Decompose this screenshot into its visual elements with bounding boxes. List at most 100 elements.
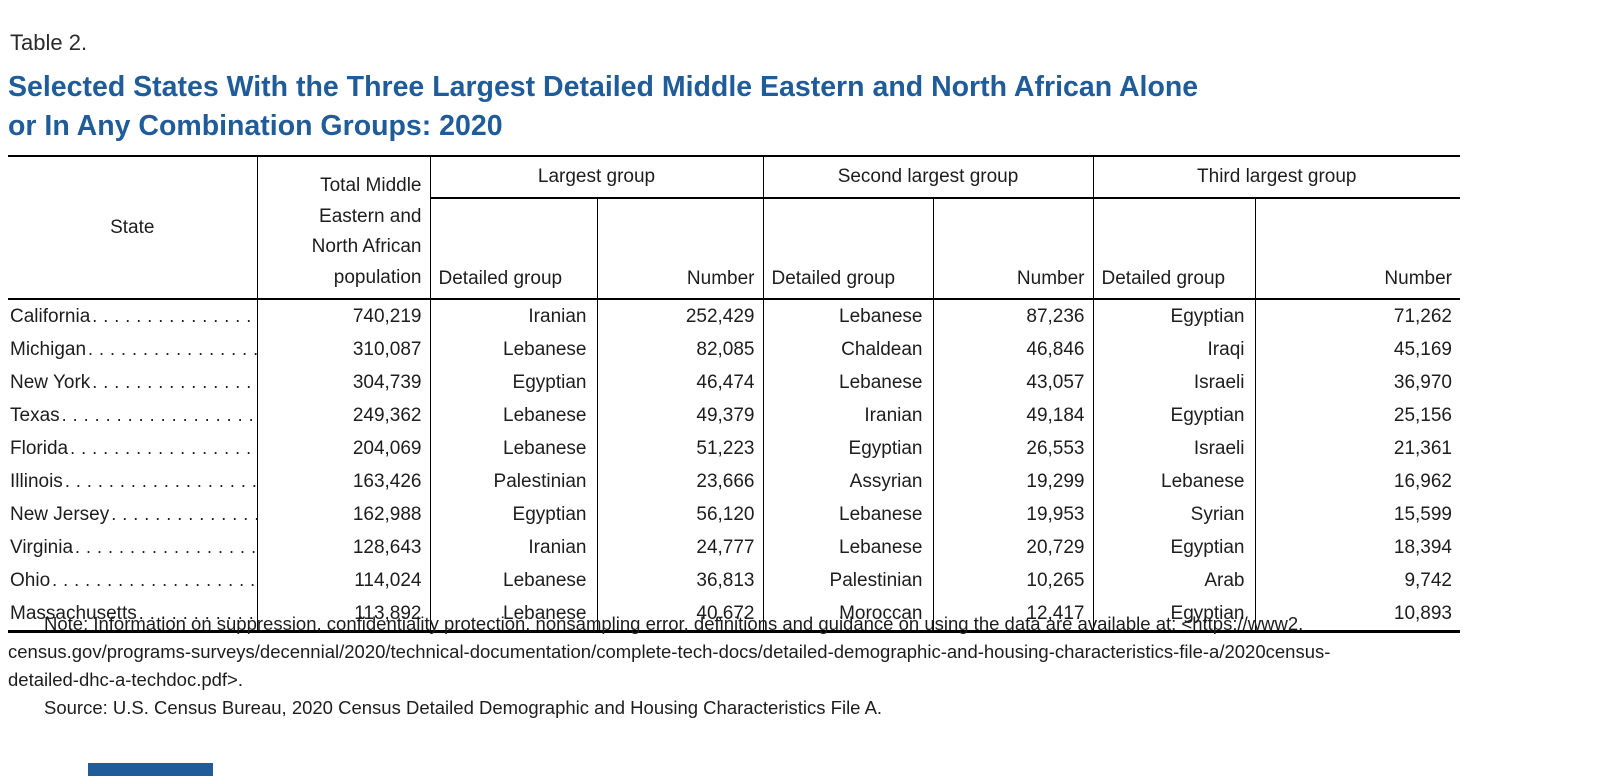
cell-third-number: 36,970 (1254, 366, 1460, 399)
cell-largest-number: 49,379 (596, 399, 763, 432)
cell-third-number: 16,962 (1254, 465, 1460, 498)
table-row: Illinois 163,426 Palestinian 23,666 Assy… (8, 465, 1460, 498)
cell-largest-number: 40,672 (596, 597, 763, 632)
page-title-line2: or In Any Combination Groups: 2020 (8, 110, 503, 142)
cell-second-number: 26,553 (932, 432, 1093, 465)
cell-third-number: 18,394 (1254, 531, 1460, 564)
cell-largest-detailed-group: Lebanese (429, 564, 597, 597)
cell-largest-detailed-group: Iranian (429, 531, 597, 564)
col-header-total-population: Total Middle Eastern and North African p… (256, 156, 430, 300)
cell-second-detailed-group: Egyptian (762, 432, 933, 465)
cell-second-detailed-group: Chaldean (762, 333, 933, 366)
dot-leader (92, 372, 256, 393)
state-name: California (10, 305, 91, 327)
table-row: Texas 249,362 Lebanese 49,379 Iranian 49… (8, 399, 1460, 432)
cell-second-number: 20,729 (932, 531, 1093, 564)
cell-second-number: 19,953 (932, 498, 1093, 531)
state-name: New York (10, 371, 91, 393)
col-header-second-number: Number (932, 198, 1093, 300)
cell-second-detailed-group: Lebanese (762, 498, 933, 531)
cell-third-number: 45,169 (1254, 333, 1460, 366)
dot-leader (75, 537, 256, 558)
cell-second-number: 10,265 (932, 564, 1093, 597)
cell-largest-detailed-group: Lebanese (429, 597, 597, 632)
cell-largest-number: 24,777 (596, 531, 763, 564)
page-title: Selected States With the Three Largest D… (8, 68, 1568, 146)
cell-second-detailed-group: Lebanese (762, 366, 933, 399)
cell-third-detailed-group: Egyptian (1092, 597, 1255, 632)
cell-third-number: 25,156 (1254, 399, 1460, 432)
col-header-state: State (8, 156, 257, 300)
cell-third-detailed-group: Egyptian (1092, 399, 1255, 432)
footer-bar-partial (88, 763, 213, 776)
cell-largest-detailed-group: Lebanese (429, 333, 597, 366)
cell-largest-detailed-group: Egyptian (429, 366, 597, 399)
header-sub-row: Detailed group Number Detailed group Num… (8, 198, 1460, 300)
cell-total-population: 740,219 (256, 299, 430, 333)
page-title-line1: Selected States With the Three Largest D… (8, 71, 1199, 103)
cell-largest-number: 82,085 (596, 333, 763, 366)
cell-largest-number: 23,666 (596, 465, 763, 498)
state-name: Ohio (10, 569, 51, 591)
cell-third-number: 9,742 (1254, 564, 1460, 597)
cell-second-detailed-group: Lebanese (762, 531, 933, 564)
cell-second-number: 43,057 (932, 366, 1093, 399)
cell-total-population: 113,892 (256, 597, 430, 632)
state-name: Texas (10, 404, 60, 426)
dot-leader (92, 306, 256, 327)
table-row: Virginia 128,643 Iranian 24,777 Lebanese… (8, 531, 1460, 564)
col-header-second-detailed: Detailed group (762, 198, 933, 300)
cell-total-population: 304,739 (256, 366, 430, 399)
table-row: Michigan 310,087 Lebanese 82,085 Chaldea… (8, 333, 1460, 366)
cell-second-detailed-group: Palestinian (762, 564, 933, 597)
dot-leader (70, 438, 256, 459)
cell-largest-detailed-group: Palestinian (429, 465, 597, 498)
cell-total-population: 163,426 (256, 465, 430, 498)
cell-total-population: 162,988 (256, 498, 430, 531)
col-header-largest-group: Largest group (429, 156, 763, 199)
table-row: Massachusetts 113,892 Lebanese 40,672 Mo… (8, 597, 1460, 632)
state-name: New Jersey (10, 503, 110, 525)
cell-third-detailed-group: Syrian (1092, 498, 1255, 531)
cell-third-number: 71,262 (1254, 299, 1460, 333)
cell-largest-detailed-group: Egyptian (429, 498, 597, 531)
col-header-largest-detailed: Detailed group (429, 198, 597, 300)
col-header-second-largest-group: Second largest group (762, 156, 1093, 199)
col-header-third-number: Number (1254, 198, 1460, 300)
cell-total-population: 310,087 (256, 333, 430, 366)
cell-largest-number: 36,813 (596, 564, 763, 597)
state-name: Virginia (10, 536, 74, 558)
dot-leader (62, 405, 257, 426)
table-row: New Jersey 162,988 Egyptian 56,120 Leban… (8, 498, 1460, 531)
cell-second-number: 87,236 (932, 299, 1093, 333)
cell-third-detailed-group: Egyptian (1092, 299, 1255, 333)
dot-leader (52, 570, 256, 591)
cell-largest-number: 51,223 (596, 432, 763, 465)
note-text-line: census.gov/programs-surveys/decennial/20… (8, 641, 1331, 662)
cell-second-detailed-group: Iranian (762, 399, 933, 432)
cell-total-population: 249,362 (256, 399, 430, 432)
cell-total-population: 204,069 (256, 432, 430, 465)
note-text-line: Note: Information on suppression, confid… (44, 613, 1304, 634)
dot-leader (111, 504, 256, 525)
note-text-line: detailed-dhc-a-techdoc.pdf>. (8, 669, 243, 690)
cell-third-number: 15,599 (1254, 498, 1460, 531)
dot-leader (88, 339, 256, 360)
cell-largest-detailed-group: Iranian (429, 299, 597, 333)
col-header-largest-number: Number (596, 198, 763, 300)
table-row: California 740,219 Iranian 252,429 Leban… (8, 299, 1460, 333)
footnotes: Note: Information on suppression, confid… (8, 610, 1593, 722)
cell-largest-detailed-group: Lebanese (429, 399, 597, 432)
cell-second-detailed-group: Moroccan (762, 597, 933, 632)
col-header-third-largest-group: Third largest group (1092, 156, 1460, 199)
dot-leader (65, 471, 257, 492)
table-row: Ohio 114,024 Lebanese 36,813 Palestinian… (8, 564, 1460, 597)
cell-second-number: 46,846 (932, 333, 1093, 366)
cell-third-number: 10,893 (1254, 597, 1460, 632)
cell-third-detailed-group: Arab (1092, 564, 1255, 597)
state-name: Florida (10, 437, 69, 459)
cell-third-detailed-group: Egyptian (1092, 531, 1255, 564)
col-header-third-detailed: Detailed group (1092, 198, 1255, 300)
cell-largest-number: 46,474 (596, 366, 763, 399)
